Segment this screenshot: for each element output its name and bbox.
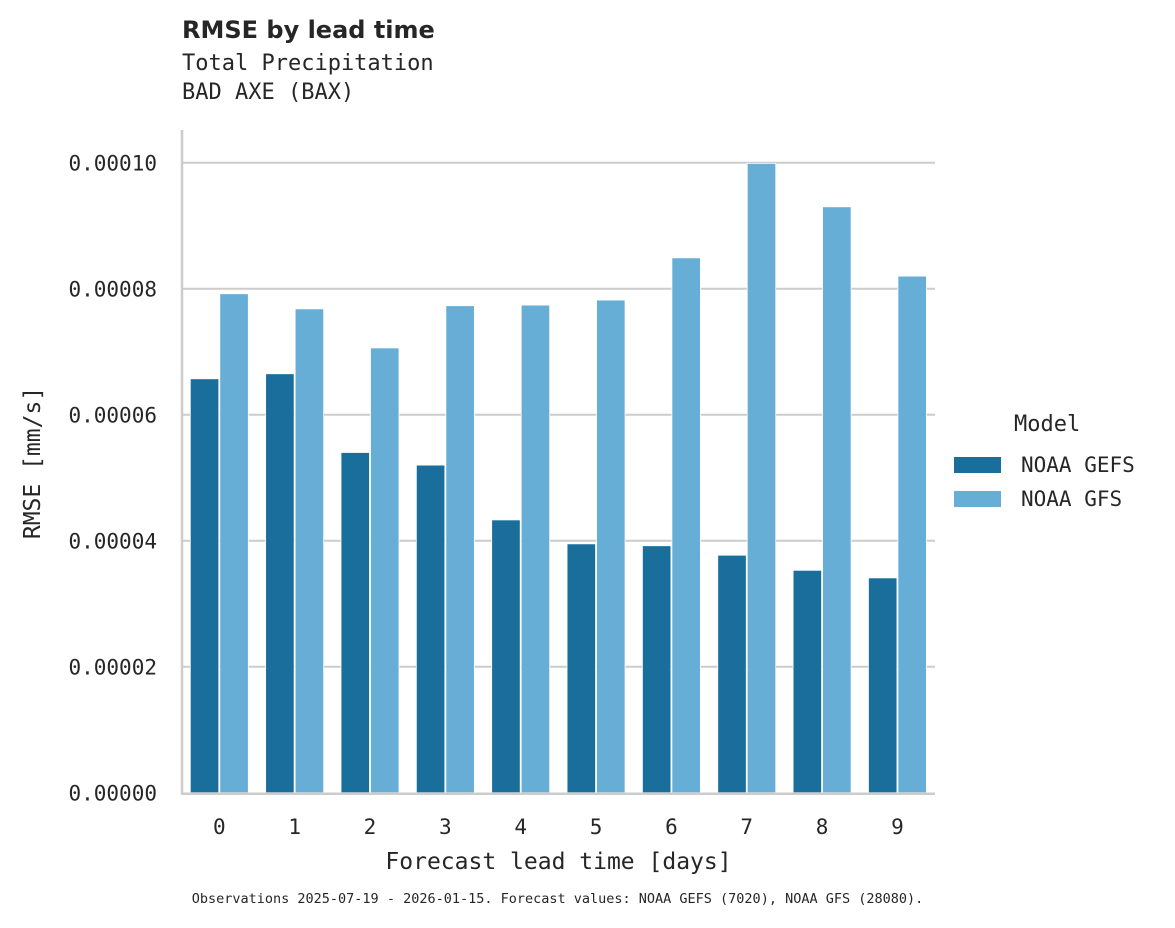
x-tick-label: 8 (816, 815, 829, 839)
bar-noaa-gefs-9 (868, 577, 898, 794)
x-tick-label: 5 (590, 815, 603, 839)
legend-title: Model (1014, 412, 1081, 437)
bar-noaa-gfs-3 (445, 305, 475, 794)
bar-noaa-gfs-5 (596, 299, 626, 794)
bar-noaa-gfs-7 (746, 162, 777, 794)
x-tick-label: 4 (514, 815, 527, 839)
legend-label: NOAA GFS (1021, 487, 1123, 511)
y-tick-label: 0.00002 (68, 656, 157, 680)
bar-noaa-gfs-9 (897, 275, 927, 794)
x-tick-label: 0 (213, 815, 226, 839)
bar-noaa-gefs-8 (792, 569, 822, 794)
x-tick-label: 1 (288, 815, 301, 839)
y-tick-label: 0.00008 (68, 278, 157, 302)
chart-subtitle-variable: Total Precipitation (182, 51, 434, 76)
bar-noaa-gfs-4 (520, 304, 551, 794)
legend-label: NOAA GEFS (1021, 453, 1135, 477)
x-tick-label: 2 (364, 815, 377, 839)
bar-noaa-gefs-7 (717, 554, 747, 794)
x-tick-label: 3 (439, 815, 452, 839)
bar-noaa-gefs-0 (189, 378, 220, 794)
bar-noaa-gfs-8 (822, 206, 852, 794)
y-tick-label: 0.00000 (68, 782, 157, 806)
bar-noaa-gefs-6 (642, 545, 672, 794)
y-tick-label: 0.00010 (68, 152, 157, 176)
chart-subtitle-station: BAD AXE (BAX) (182, 80, 355, 105)
legend-item-gfs: NOAA GFS (954, 487, 1122, 511)
bar-noaa-gfs-0 (219, 293, 249, 794)
bar-noaa-gfs-2 (370, 347, 400, 794)
x-axis-label: Forecast lead time [days] (385, 849, 731, 875)
bar-noaa-gefs-5 (566, 543, 596, 794)
y-axis-label: RMSE [mm/s] (20, 387, 46, 539)
bar-noaa-gefs-3 (415, 464, 446, 794)
x-tick-label: 6 (665, 815, 678, 839)
legend-swatch-gfs (954, 491, 1001, 507)
bar-noaa-gefs-2 (340, 452, 370, 794)
bar-noaa-gefs-1 (265, 373, 295, 794)
x-tick-label: 9 (891, 815, 904, 839)
legend-item-gefs: NOAA GEFS (954, 453, 1135, 477)
bar-noaa-gfs-6 (671, 257, 701, 794)
x-tick-label: 7 (740, 815, 753, 839)
bar-noaa-gefs-4 (491, 519, 521, 794)
chart-title: RMSE by lead time (182, 16, 435, 44)
bar-noaa-gfs-1 (294, 308, 325, 794)
legend-swatch-gefs (954, 457, 1001, 473)
y-tick-label: 0.00006 (68, 404, 157, 428)
chart-footer-note: Observations 2025-07-19 - 2026-01-15. Fo… (191, 891, 924, 907)
y-tick-label: 0.00004 (68, 530, 157, 554)
